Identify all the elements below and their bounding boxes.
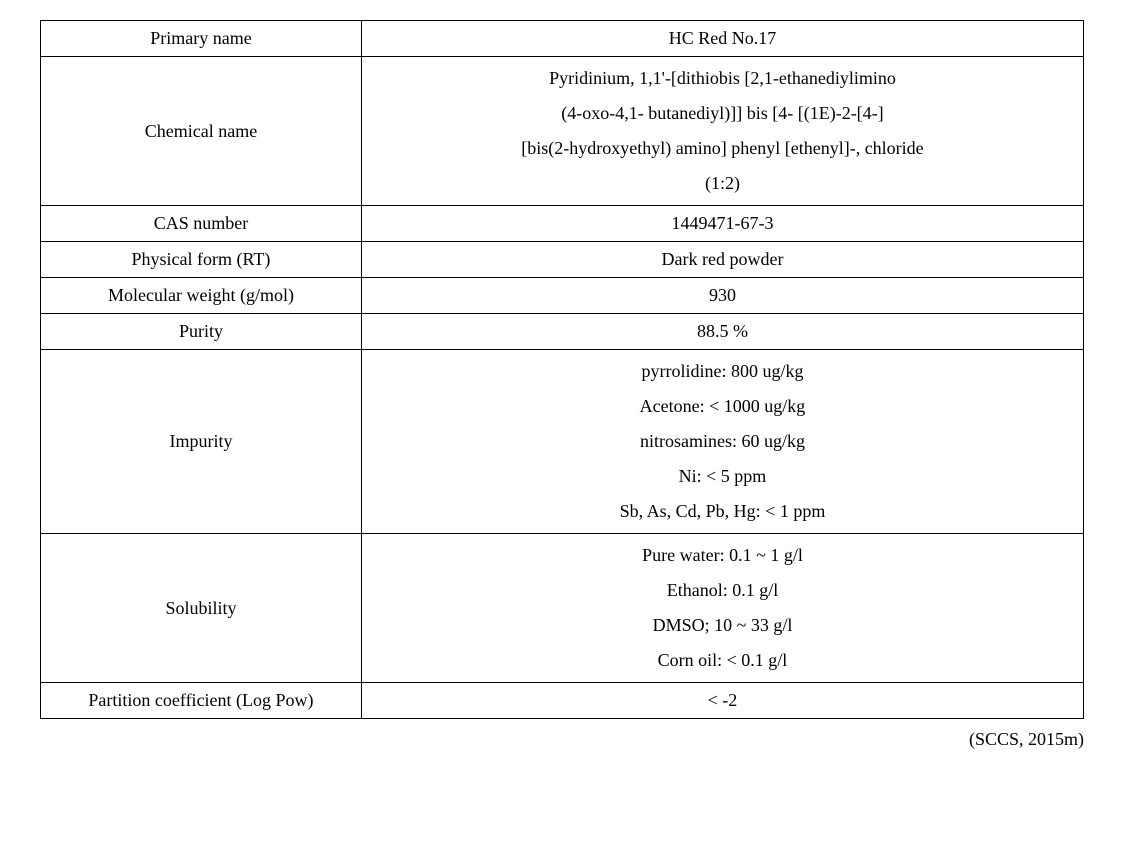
value-line: Ni: < 5 ppm bbox=[372, 463, 1073, 490]
value-line: Corn oil: < 0.1 g/l bbox=[372, 647, 1073, 674]
value-line: Pyridinium, 1,1'-[dithiobis [2,1-ethaned… bbox=[372, 65, 1073, 92]
row-label: Primary name bbox=[41, 21, 362, 57]
table-row: Solubility Pure water: 0.1 ~ 1 g/l Ethanol… bbox=[41, 534, 1084, 683]
value-line: pyrrolidine: 800 ug/kg bbox=[372, 358, 1073, 385]
value-line: (1:2) bbox=[372, 170, 1073, 197]
row-label: Physical form (RT) bbox=[41, 242, 362, 278]
row-value: 88.5 % bbox=[361, 314, 1083, 350]
table-row: Chemical name Pyridinium, 1,1'-[dithiobis… bbox=[41, 57, 1084, 206]
table-row: Impurity pyrrolidine: 800 ug/kg Acetone: <… bbox=[41, 350, 1084, 534]
row-value: 1449471-67-3 bbox=[361, 206, 1083, 242]
row-value: HC Red No.17 bbox=[361, 21, 1083, 57]
row-label: Impurity bbox=[41, 350, 362, 534]
table-row: Primary nameHC Red No.17 bbox=[41, 21, 1084, 57]
value-line: Acetone: < 1000 ug/kg bbox=[372, 393, 1073, 420]
row-value: Pure water: 0.1 ~ 1 g/l Ethanol: 0.1 g/l D… bbox=[361, 534, 1083, 683]
row-label: Molecular weight (g/mol) bbox=[41, 278, 362, 314]
table-row: CAS number1449471-67-3 bbox=[41, 206, 1084, 242]
table-row: Purity88.5 % bbox=[41, 314, 1084, 350]
data-table: Primary nameHC Red No.17Chemical name Pyr… bbox=[40, 20, 1084, 719]
value-line: (4-oxo-4,1- butanediyl)]] bis [4- [(1E)-… bbox=[372, 100, 1073, 127]
value-line: Ethanol: 0.1 g/l bbox=[372, 577, 1073, 604]
value-line: [bis(2-hydroxyethyl) amino] phenyl [ethe… bbox=[372, 135, 1073, 162]
row-label: Partition coefficient (Log Pow) bbox=[41, 683, 362, 719]
table-row: Molecular weight (g/mol)930 bbox=[41, 278, 1084, 314]
value-line: nitrosamines: 60 ug/kg bbox=[372, 428, 1073, 455]
row-value: pyrrolidine: 800 ug/kg Acetone: < 1000 ug… bbox=[361, 350, 1083, 534]
row-value: < -2 bbox=[361, 683, 1083, 719]
value-line: DMSO; 10 ~ 33 g/l bbox=[372, 612, 1073, 639]
row-value: 930 bbox=[361, 278, 1083, 314]
source-citation: (SCCS, 2015m) bbox=[40, 729, 1084, 750]
row-label: Purity bbox=[41, 314, 362, 350]
value-line: Sb, As, Cd, Pb, Hg: < 1 ppm bbox=[372, 498, 1073, 525]
row-value: Dark red powder bbox=[361, 242, 1083, 278]
table-row: Physical form (RT)Dark red powder bbox=[41, 242, 1084, 278]
value-line: Pure water: 0.1 ~ 1 g/l bbox=[372, 542, 1073, 569]
row-label: Chemical name bbox=[41, 57, 362, 206]
table-row: Partition coefficient (Log Pow)< -2 bbox=[41, 683, 1084, 719]
row-value: Pyridinium, 1,1'-[dithiobis [2,1-ethaned… bbox=[361, 57, 1083, 206]
row-label: Solubility bbox=[41, 534, 362, 683]
row-label: CAS number bbox=[41, 206, 362, 242]
